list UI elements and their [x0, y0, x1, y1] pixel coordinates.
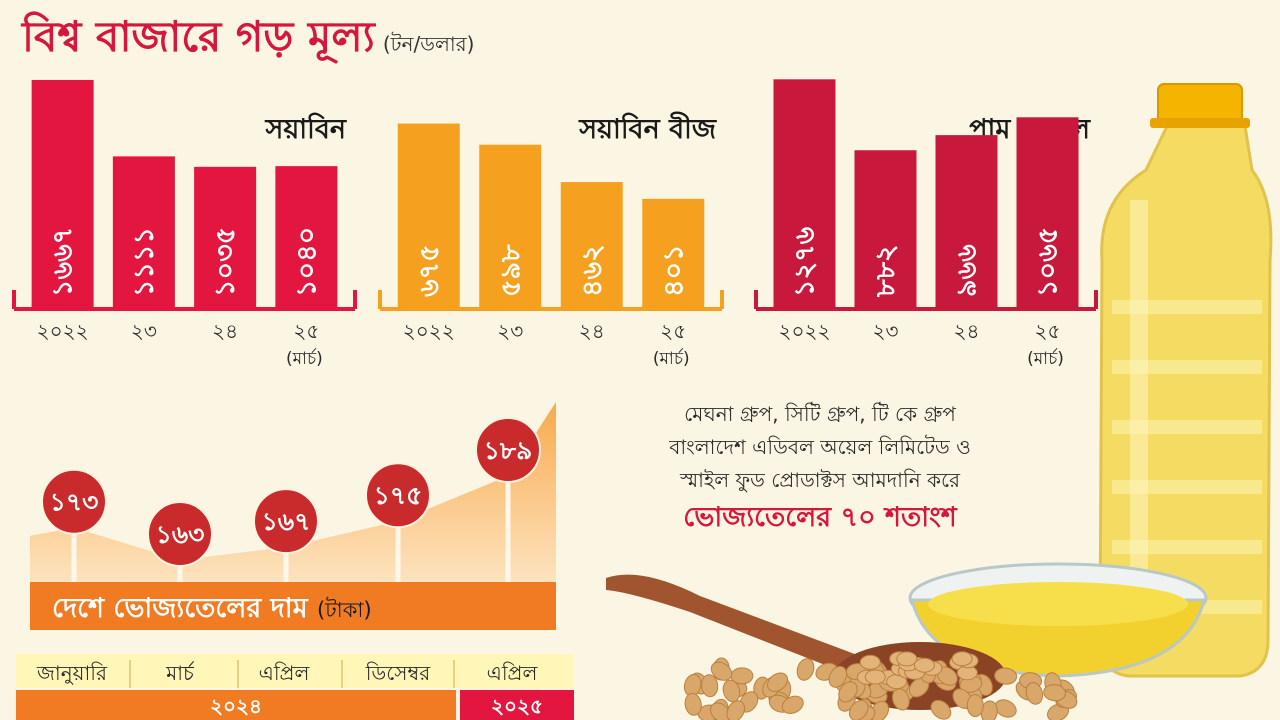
bar-chart-3: পাম অয়েল১২৭৬২০২২৮৮২২৩৯৬৬২৪১০৬৫২৫(মার্চ) [754, 79, 1098, 369]
importers-note: মেঘনা গ্রুপ, সিটি গ্রুপ, টি কে গ্রুপ বাং… [585, 398, 1055, 534]
bar-value-label: ৬৭৫ [414, 244, 445, 297]
price-value-label: ১৭৩ [50, 488, 99, 517]
bar [397, 123, 460, 309]
price-value-label: ১৮৯ [484, 436, 533, 465]
price-marker [253, 488, 319, 555]
bar-value-label: ৯৬৬ [952, 244, 983, 297]
bar [560, 182, 623, 309]
domestic-price-chart: ১৭৩ ১৬৩ ১৬৭ ১৭৫ ১৮৯ দেশে ভোজ্যতেলের দাম (টাকা… [16, 402, 574, 720]
bar [31, 80, 94, 310]
bar-value-label: ১০৪০ [291, 227, 322, 297]
chart-title: সয়াবিন বীজ [578, 111, 717, 145]
price-marker [147, 501, 213, 567]
bar-value-label: ৪০১ [658, 244, 689, 297]
price-marker [475, 417, 541, 483]
note-line: মেঘনা গ্রুপ, সিটি গ্রুপ, টি কে গ্রুপ [684, 402, 956, 426]
category-label: ২৪ [212, 319, 238, 343]
year-bar-2024 [16, 690, 456, 720]
oil-bottle-icon [1098, 83, 1273, 678]
bar-value-label: ১০৩৫ [210, 227, 241, 297]
bar-value-label: ১৬৬৭ [48, 227, 79, 297]
category-label: ২০২২ [778, 319, 830, 343]
bar [642, 198, 705, 309]
year-label: ২০২৪ [210, 694, 262, 718]
note-line: বাংলাদেশ এডিবল অয়েল লিমিটেড ও [669, 435, 971, 459]
category-label: ২৩ [497, 319, 523, 343]
category-label: ২৪ [579, 319, 605, 343]
bar [935, 135, 998, 309]
bar [1016, 117, 1079, 309]
category-label: ২৩ [872, 319, 898, 343]
chart-title: সয়াবিন [265, 112, 347, 145]
category-label: ২০২২ [37, 319, 89, 343]
category-label: ২৩ [131, 319, 157, 343]
price-value-label: ১৬৩ [156, 520, 205, 549]
category-note: (মার্চ) [653, 348, 690, 369]
price-value-label: ১৬৭ [262, 507, 311, 536]
note-line: স্মাইল ফুড প্রোডাক্টস আমদানি করে [679, 468, 961, 492]
category-label: ২৫ [660, 319, 686, 343]
price-banner-title: দেশে ভোজ্যতেলের দাম (টাকা) [52, 593, 372, 624]
price-area [30, 402, 556, 582]
category-note: (মার্চ) [286, 348, 323, 369]
month-label: এপ্রিল [259, 661, 311, 685]
bar-value-label: ১১১১ [129, 227, 160, 297]
bar [112, 156, 175, 309]
month-label: মার্চ [165, 661, 195, 685]
bar [773, 79, 836, 309]
price-marker [365, 462, 431, 529]
category-label: ২৪ [954, 319, 980, 343]
category-note: (মার্চ) [1027, 348, 1064, 369]
soybeans-icon [683, 651, 1078, 720]
year-bar-2025 [460, 690, 574, 720]
price-banner-unit: (টাকা) [317, 597, 372, 622]
title-text: বিশ্ব বাজারে গড় মূল্য [22, 12, 375, 61]
infographic-title: বিশ্ব বাজারে গড় মূল্য (টন/ডলার) [22, 4, 474, 77]
note-highlight: ভোজ্যতেলের ৭০ শতাংশ [683, 502, 957, 533]
category-label: ২০২২ [403, 319, 455, 343]
title-unit: (টন/ডলার) [382, 32, 475, 56]
month-label: ডিসেম্বর [365, 661, 431, 685]
bar-value-label: ১২৭৬ [790, 226, 821, 297]
bar [854, 150, 917, 309]
category-label: ২৫ [293, 319, 319, 343]
bar-chart-1: সয়াবিন ১৬৬৭ ২০২২ ১১১১ ২৩ ১০৩৫ ২৪ ১০৪০ ২৫ (মার্চ) [12, 80, 357, 369]
oil-bowl-icon [908, 562, 1208, 678]
price-banner [30, 582, 556, 630]
category-label: ২৫ [1035, 319, 1061, 343]
bar-value-label: ৮৮২ [871, 244, 902, 298]
price-value-label: ১৭৫ [374, 481, 423, 510]
bar-value-label: ১০৬৫ [1033, 227, 1064, 297]
year-label: ২০২৫ [491, 694, 543, 718]
bar-value-label: ৪৬২ [577, 244, 608, 297]
month-label: জানুয়ারি [36, 661, 108, 685]
bar-value-label: ৫৯৮ [495, 244, 526, 297]
price-marker [41, 468, 107, 535]
month-label: এপ্রিল [487, 661, 539, 685]
bar [194, 166, 257, 309]
month-strip [16, 654, 574, 688]
bar [275, 166, 338, 309]
bar-chart-2: সয়াবিন বীজ ৬৭৫ ২০২২ ৫৯৮ ২৩ ৪৬২ ২৪ ৪০১ ২৫ (মার্চ) [378, 111, 724, 369]
bar [479, 144, 542, 309]
